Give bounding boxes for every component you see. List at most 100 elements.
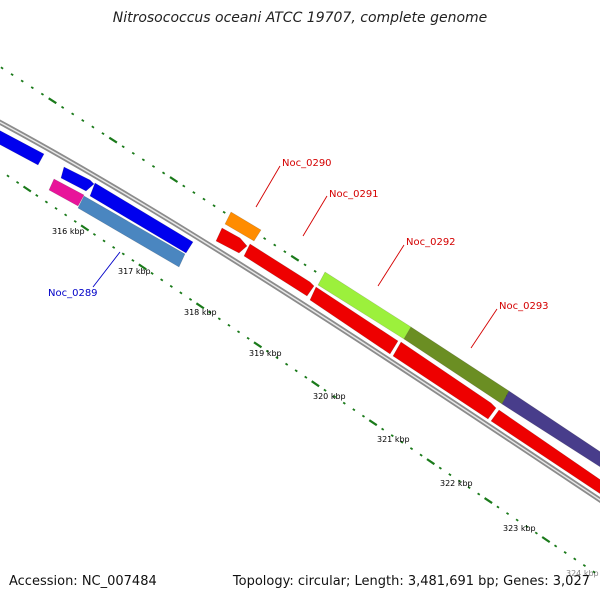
leader-noc-0292 — [377, 244, 405, 287]
outer-tick-30 — [303, 263, 307, 267]
outer-tick-27 — [273, 243, 277, 247]
gene-0293-red-block — [490, 409, 600, 495]
inner-tick-27 — [265, 349, 269, 353]
inner-tick-54 — [525, 525, 529, 529]
inner-tick-32 — [311, 380, 320, 388]
inner-tick-38 — [368, 419, 378, 427]
gene-label-noc-0292: Noc_0292 — [406, 237, 456, 248]
outer-tick-28 — [283, 250, 287, 254]
outer-tick-20 — [202, 197, 206, 201]
inner-tick-61 — [592, 570, 596, 574]
outer-tick-19 — [192, 191, 196, 195]
gene-label-noc-0293: Noc_0293 — [499, 301, 549, 312]
outer-tick-0 — [0, 66, 4, 70]
outer-tick-6 — [60, 105, 65, 109]
backbone-track — [0, 119, 600, 504]
gene-label-noc-0291: Noc_0291 — [329, 189, 379, 200]
leader-noc-0293 — [470, 308, 498, 349]
inner-tick-52 — [505, 512, 510, 516]
inner-tick-14 — [138, 263, 147, 271]
tick-label-322: 322 kbp — [440, 479, 473, 488]
inner-tick-42 — [409, 447, 414, 451]
inner-tick-51 — [496, 505, 500, 509]
inner-tick-60 — [582, 564, 586, 567]
inner-tick-39 — [381, 427, 385, 431]
tick-label-317: 317 kbp — [118, 267, 151, 276]
inner-tick-41 — [400, 440, 404, 444]
inner-tick-0 — [6, 174, 10, 178]
map-title: Nitrosococcus oceani ATCC 19707, complet… — [112, 10, 488, 26]
inner-tick-22 — [217, 317, 221, 321]
outer-tick-15 — [151, 164, 156, 168]
outer-tick-31 — [313, 269, 317, 273]
outer-tick-16 — [161, 171, 166, 175]
inner-tick-46 — [448, 473, 452, 477]
outer-tick-29 — [290, 254, 300, 262]
inner-tick-56 — [541, 536, 551, 544]
inner-tick-36 — [352, 408, 356, 412]
inner-tick-8 — [80, 224, 90, 232]
inner-tick-26 — [253, 341, 263, 349]
inner-tick-1 — [16, 181, 20, 184]
inner-tick-40 — [390, 434, 394, 438]
inner-tick-47 — [457, 479, 462, 483]
gene-label-noc-0290: Noc_0290 — [282, 158, 332, 169]
outer-tick-21 — [212, 204, 216, 208]
features-layer — [0, 130, 600, 495]
outer-tick-8 — [81, 119, 85, 122]
tick-label-323: 323 kbp — [503, 524, 536, 533]
inner-tick-45 — [438, 466, 442, 470]
tick-label-321: 321 kbp — [377, 435, 410, 444]
outer-tick-10 — [101, 132, 105, 136]
tick-label-316: 316 kbp — [52, 227, 85, 236]
gene-0288b-block — [89, 182, 194, 254]
gene-pink-block — [48, 178, 85, 207]
outer-tick-11 — [108, 136, 118, 144]
inner-tick-28 — [275, 356, 279, 360]
inner-tick-53 — [515, 518, 519, 522]
gene-0287-block — [0, 130, 45, 166]
tick-label-324: 324 kbp — [566, 569, 599, 578]
outer-tick-22 — [222, 210, 226, 214]
gene-0292-red-block — [392, 341, 497, 420]
outer-tick-17 — [169, 176, 179, 183]
inner-tick-59 — [573, 557, 577, 561]
inner-tick-55 — [534, 531, 538, 535]
tick-label-318: 318 kbp — [184, 308, 217, 317]
gene-0291b-block — [243, 243, 315, 297]
gene-label-noc-0289: Noc_0289 — [48, 288, 98, 299]
outer-tick-18 — [182, 184, 186, 188]
inner-tick-11 — [112, 245, 116, 249]
inner-tick-7 — [73, 219, 77, 223]
inner-tick-33 — [323, 388, 327, 392]
leader-noc-0291 — [302, 195, 328, 237]
outer-tick-13 — [131, 151, 135, 155]
inner-tick-43 — [419, 453, 423, 457]
inner-tick-30 — [294, 369, 298, 373]
genome-summary-text: Topology: circular; Length: 3,481,691 bp… — [232, 574, 590, 589]
inner-tick-9 — [92, 232, 97, 236]
inner-tick-12 — [121, 252, 125, 256]
gene-0290-block — [224, 211, 262, 242]
inner-tick-13 — [131, 258, 135, 262]
inner-tick-18 — [179, 291, 183, 295]
inner-tick-16 — [160, 278, 164, 282]
outer-tick-14 — [141, 158, 145, 162]
accession-text: Accession: NC_007484 — [9, 574, 157, 589]
inner-tick-58 — [563, 551, 567, 555]
outer-tick-4 — [40, 92, 44, 96]
inner-tick-19 — [188, 297, 193, 301]
inner-tick-57 — [553, 544, 558, 548]
inner-tick-35 — [342, 401, 346, 405]
inner-tick-6 — [64, 213, 68, 217]
gene-0288a-block — [60, 166, 95, 192]
inner-tick-3 — [35, 193, 39, 197]
inner-tick-48 — [467, 486, 471, 490]
tick-label-319: 319 kbp — [249, 349, 282, 358]
inner-tick-23 — [227, 323, 231, 327]
leader-noc-0290 — [255, 165, 281, 208]
inner-tick-5 — [54, 206, 58, 210]
inner-tick-29 — [284, 362, 289, 366]
gene-0291a-block — [215, 227, 248, 254]
inner-tick-20 — [195, 302, 205, 310]
